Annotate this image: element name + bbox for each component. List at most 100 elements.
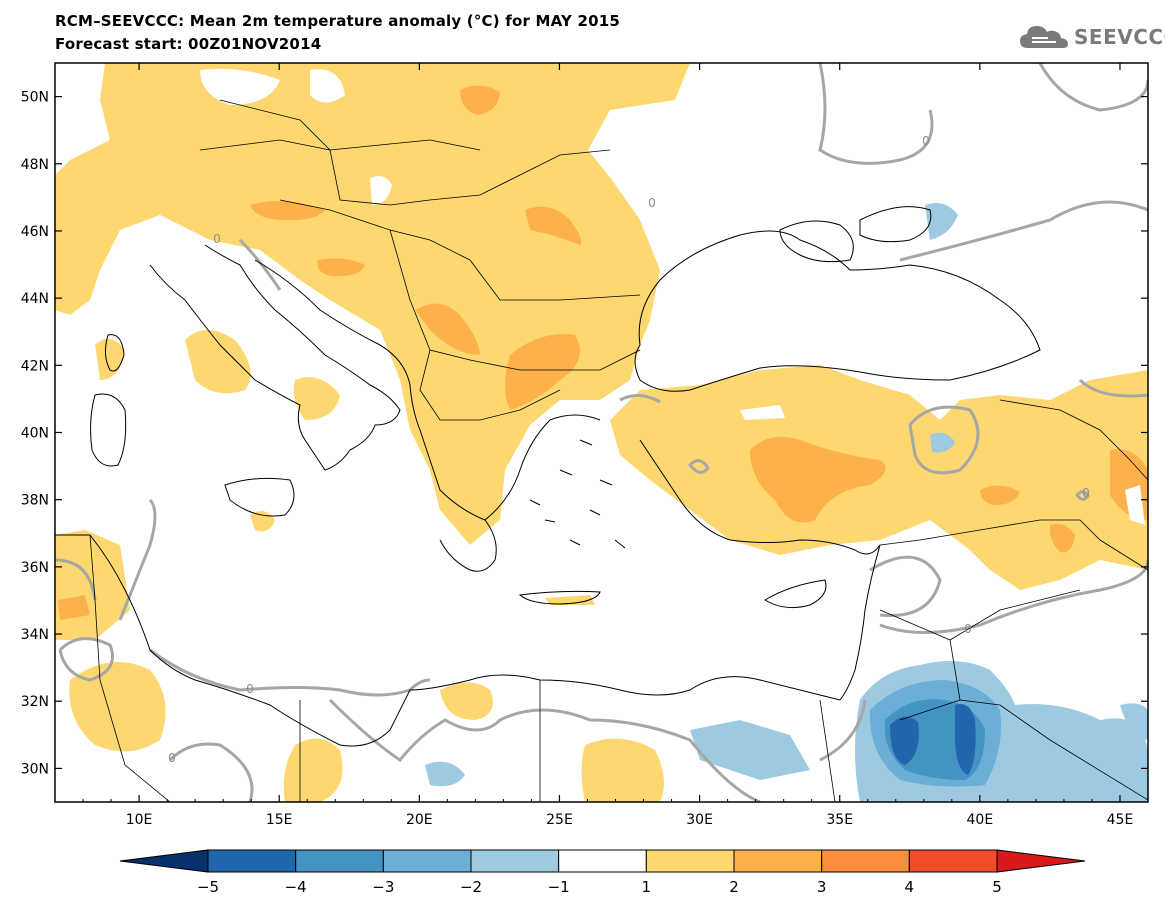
- warm2-anomaly-poland: [460, 85, 500, 115]
- contour-label: 0: [964, 622, 972, 636]
- colorbar-max-triangle: [996, 849, 1086, 873]
- warm-anomaly-egypt: [581, 738, 664, 802]
- cool4-anomaly-arabia-east: [955, 704, 976, 775]
- warm-anomaly-europe: [55, 63, 690, 545]
- neutral-hole-alps: [370, 176, 392, 205]
- colorbar-swatch: [645, 849, 735, 873]
- warm-anomaly-libya-central: [283, 738, 343, 802]
- anomaly-fields: [55, 63, 1148, 802]
- zero-contour-russia: [1038, 63, 1148, 112]
- cloud-icon: [1020, 26, 1068, 48]
- border-lines-africa: [89, 534, 836, 802]
- zero-contour-syria: [879, 559, 1148, 634]
- zero-contour-caucasus: [908, 405, 980, 475]
- lon-tick-label: 15E: [266, 812, 293, 828]
- colorbar-swatch: [382, 849, 472, 873]
- coast-aegean-islands: [529, 439, 626, 549]
- contour-label: 0: [168, 751, 176, 765]
- zero-contours: [55, 63, 1148, 802]
- zero-contour-libya-south: [168, 742, 254, 802]
- warm2-anomaly-romania: [525, 206, 582, 245]
- colorbar-label: 4: [905, 878, 915, 896]
- zero-contour-egypt: [328, 698, 761, 802]
- colorbar-label: −5: [197, 878, 219, 896]
- cool-anomaly-egypt-coast: [690, 720, 810, 780]
- colorbar-min-triangle: [119, 849, 209, 873]
- zero-contour-istanbul: [619, 394, 661, 404]
- coast-balkans: [254, 259, 497, 572]
- lat-tick-label: 38N: [21, 493, 49, 509]
- colorbar-label: 3: [817, 878, 827, 896]
- warm-anomaly-corsica: [95, 338, 125, 380]
- lon-tick-label: 35E: [826, 812, 853, 828]
- border-lines-middle-east: [879, 399, 1148, 801]
- coast-levant: [839, 544, 881, 701]
- coast-sicily: [224, 477, 295, 517]
- warm2-anomaly-anatolia: [750, 436, 886, 523]
- warm2-anomaly-tunisia: [58, 595, 90, 620]
- latitude-ticks: 50N 48N 46N 44N 42N 40N 38N 36N 34N 32N 30N: [21, 90, 1148, 777]
- cool-anomaly-azov: [925, 202, 958, 240]
- lon-tick-label: 45E: [1107, 812, 1134, 828]
- cool-anomaly-libya: [425, 761, 465, 787]
- warm2-anomaly-east-anatolia: [980, 485, 1020, 505]
- lon-tick-label: 30E: [686, 812, 713, 828]
- colorbar-swatch: [558, 849, 647, 873]
- neutral-hole-iran: [1125, 485, 1145, 525]
- coast-black-sea: [634, 230, 1041, 392]
- coast-crimea: [779, 220, 854, 263]
- warm-anomaly-cyrenaica: [440, 682, 493, 720]
- lat-tick-label: 36N: [21, 560, 49, 576]
- seevccc-logo: SEEVCCC: [1018, 22, 1165, 52]
- warm-anomaly-crete: [545, 595, 595, 605]
- neutral-hole-anatolia: [740, 405, 785, 420]
- lat-tick-label: 30N: [21, 761, 49, 777]
- cool-anomaly-gulf: [1120, 703, 1148, 740]
- coast-egypt: [55, 534, 841, 747]
- coast-corsica: [104, 334, 125, 372]
- lat-tick-label: 46N: [21, 224, 49, 240]
- colorbar-swatch: [733, 849, 823, 873]
- chart-title: RCM–SEEVCCC: Mean 2m temperature anomaly…: [55, 12, 621, 30]
- colorbar-label: 1: [642, 878, 652, 896]
- coast-greece: [484, 414, 601, 521]
- warm2-anomaly-bosnia: [317, 258, 365, 277]
- coast-italy: [149, 244, 401, 471]
- contour-label: 0: [246, 682, 254, 696]
- colorbar-label: −1: [548, 878, 570, 896]
- zero-contour-sinai: [819, 699, 867, 762]
- warm2-anomaly-bulgaria: [505, 334, 580, 410]
- lon-tick-label: 25E: [546, 812, 573, 828]
- colorbar-label: −3: [372, 878, 394, 896]
- contour-label: 0: [213, 232, 221, 246]
- colorbar-swatch: [908, 849, 998, 873]
- colorbar-swatch: [470, 849, 560, 873]
- coast-azov: [859, 206, 932, 243]
- border-lines-europe: [199, 99, 641, 421]
- lat-tick-label: 40N: [21, 426, 49, 442]
- longitude-ticks: 10E 15E 20E 25E 30E 35E 40E 45E: [82, 63, 1149, 828]
- colorbar-swatch: [821, 849, 910, 873]
- zero-contour-tunisia: [55, 558, 97, 601]
- lon-tick-label: 40E: [967, 812, 994, 828]
- warm-anomaly-west-alps: [55, 175, 110, 260]
- warm-anomaly-sicily: [250, 511, 275, 532]
- neutral-hole-poland: [200, 68, 280, 105]
- zero-contour-sirte: [118, 498, 431, 697]
- coast-crete: [518, 590, 601, 605]
- zero-contour-caspian: [899, 200, 1148, 262]
- colorbar: −5 −4 −3 −2 −1 1 2 3 4 5: [119, 849, 1086, 896]
- contour-labels: 0 0 0 0 0 0 0: [168, 134, 1090, 765]
- zero-contour-ukraine: [818, 63, 934, 165]
- lat-tick-label: 50N: [21, 90, 49, 106]
- zero-contour-turkey-west: [688, 459, 710, 474]
- warm-anomaly-libya-west: [69, 662, 166, 752]
- lat-tick-label: 48N: [21, 157, 49, 173]
- zero-contour-iran-small: [1075, 490, 1090, 501]
- warm2-anomaly-austria: [250, 201, 325, 221]
- lat-tick-label: 32N: [21, 694, 49, 710]
- warm-anomaly-italy: [185, 330, 251, 394]
- zero-contour-ne-iran: [1078, 378, 1148, 398]
- coastlines: [55, 206, 1041, 747]
